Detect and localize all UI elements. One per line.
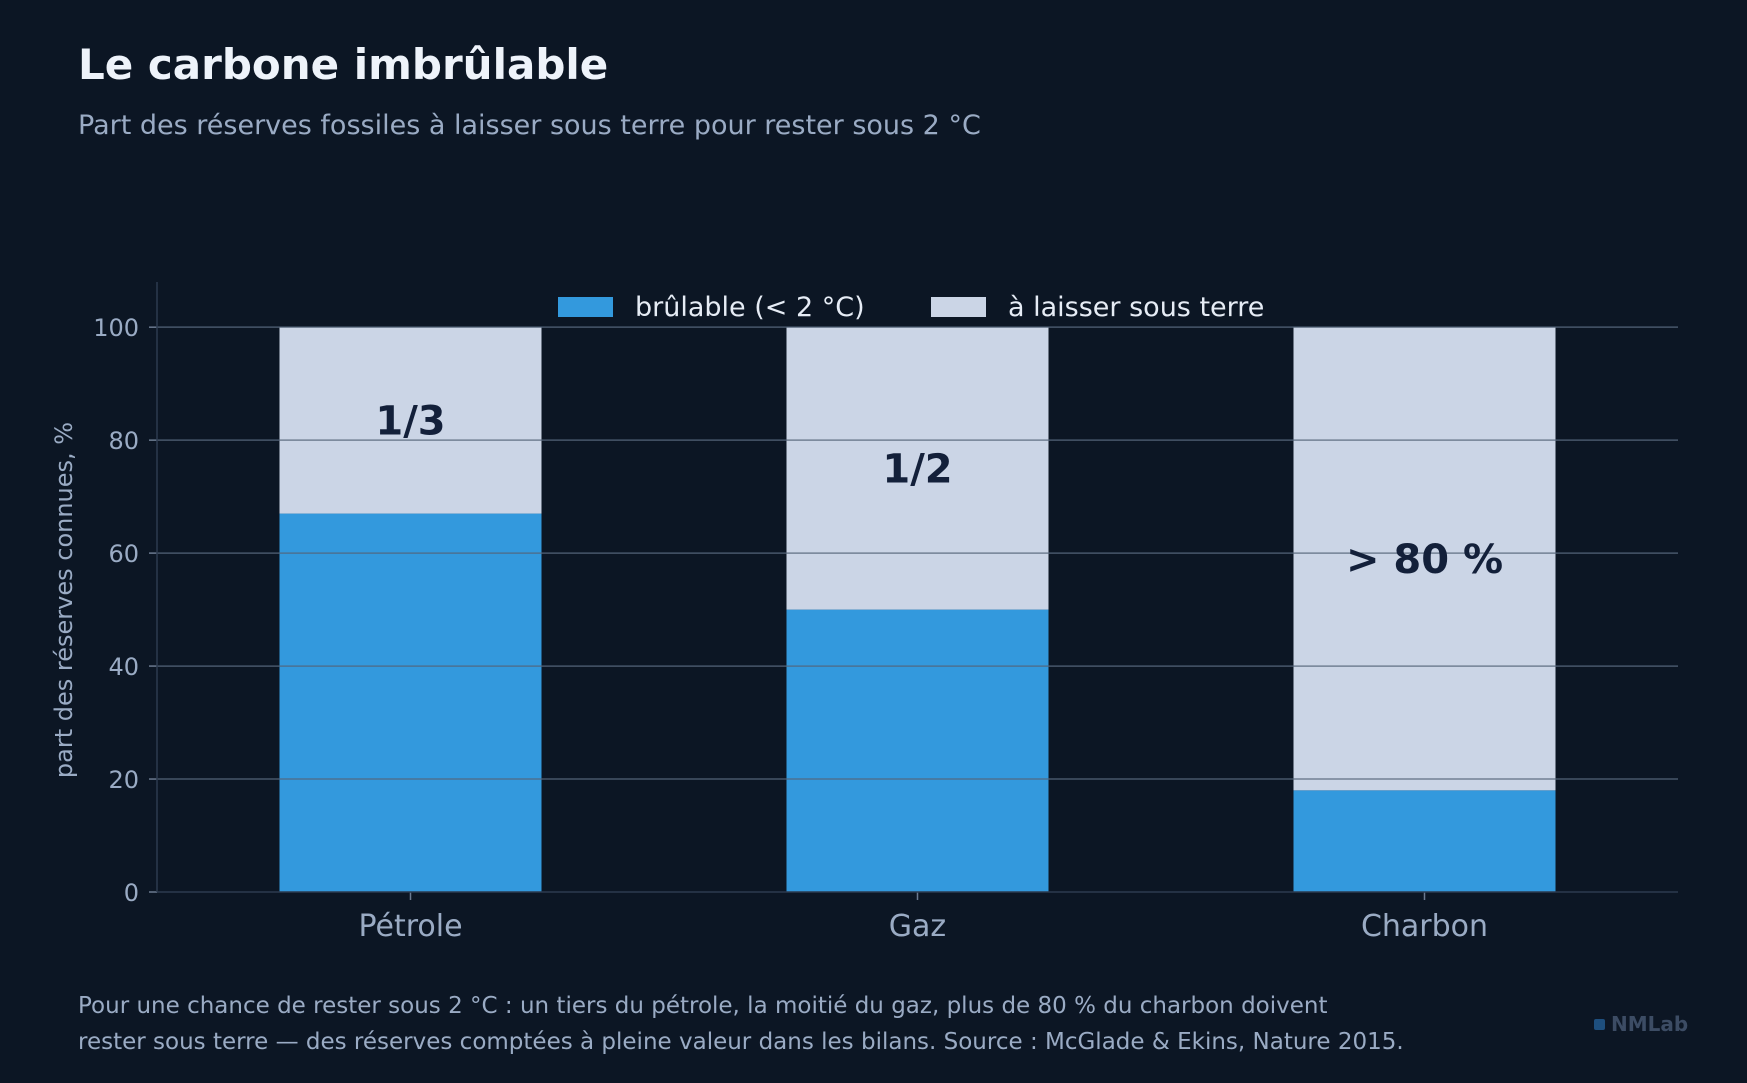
brand-square-icon <box>1594 1018 1605 1030</box>
bars <box>279 327 1556 892</box>
bar-burnable <box>279 513 542 892</box>
legend-label: à laisser sous terre <box>1008 292 1264 323</box>
y-tick-label: 40 <box>108 653 139 681</box>
x-tick-label: Pétrole <box>358 909 462 944</box>
y-tick-label: 80 <box>108 427 139 455</box>
chart-title: Le carbone imbrûlable <box>78 40 609 89</box>
bar-keep-underground <box>1293 327 1556 791</box>
brand-logo: NMLab <box>1594 1012 1688 1036</box>
bar-labels: 1/3 1/2 > 80 % <box>375 398 1503 582</box>
legend-item-burnable: brûlable (< 2 °C) <box>558 292 865 323</box>
y-tick-label: 20 <box>108 766 139 794</box>
legend-label: brûlable (< 2 °C) <box>635 292 865 323</box>
chart-footnote: Pour une chance de rester sous 2 °C : un… <box>78 988 1528 1060</box>
brand-name: NMLab <box>1611 1012 1689 1036</box>
x-tick-label: Charbon <box>1361 909 1488 944</box>
legend-item-keep-underground: à laisser sous terre <box>931 292 1264 323</box>
bar-burnable <box>1293 790 1556 892</box>
bar-value-label: 1/3 <box>375 398 445 444</box>
legend-swatch <box>931 297 986 317</box>
legend: brûlable (< 2 °C) à laisser sous terre <box>558 292 1264 323</box>
footnote-line-2: rester sous terre — des réserves comptée… <box>78 1029 1404 1055</box>
axes: 0 20 40 60 80 100 Pétrole Gaz Charbon part des ré… <box>50 282 1678 944</box>
y-axis-label: part des réserves connues, % <box>50 422 78 778</box>
bar-keep-underground <box>786 327 1049 610</box>
chart-subtitle: Part des réserves fossiles à laisser sou… <box>78 110 981 141</box>
bar-keep-underground <box>279 327 542 514</box>
grid-overlay <box>157 326 1678 780</box>
bar-burnable <box>786 609 1049 892</box>
y-tick-label: 0 <box>124 879 139 907</box>
bar-value-label: > 80 % <box>1346 537 1503 583</box>
legend-swatch <box>558 297 613 317</box>
bar-value-label: 1/2 <box>882 446 952 492</box>
footnote-line-1: Pour une chance de rester sous 2 °C : un… <box>78 993 1328 1019</box>
y-tick-label: 100 <box>93 314 139 342</box>
x-tick-label: Gaz <box>889 909 946 944</box>
y-tick-label: 60 <box>108 540 139 568</box>
